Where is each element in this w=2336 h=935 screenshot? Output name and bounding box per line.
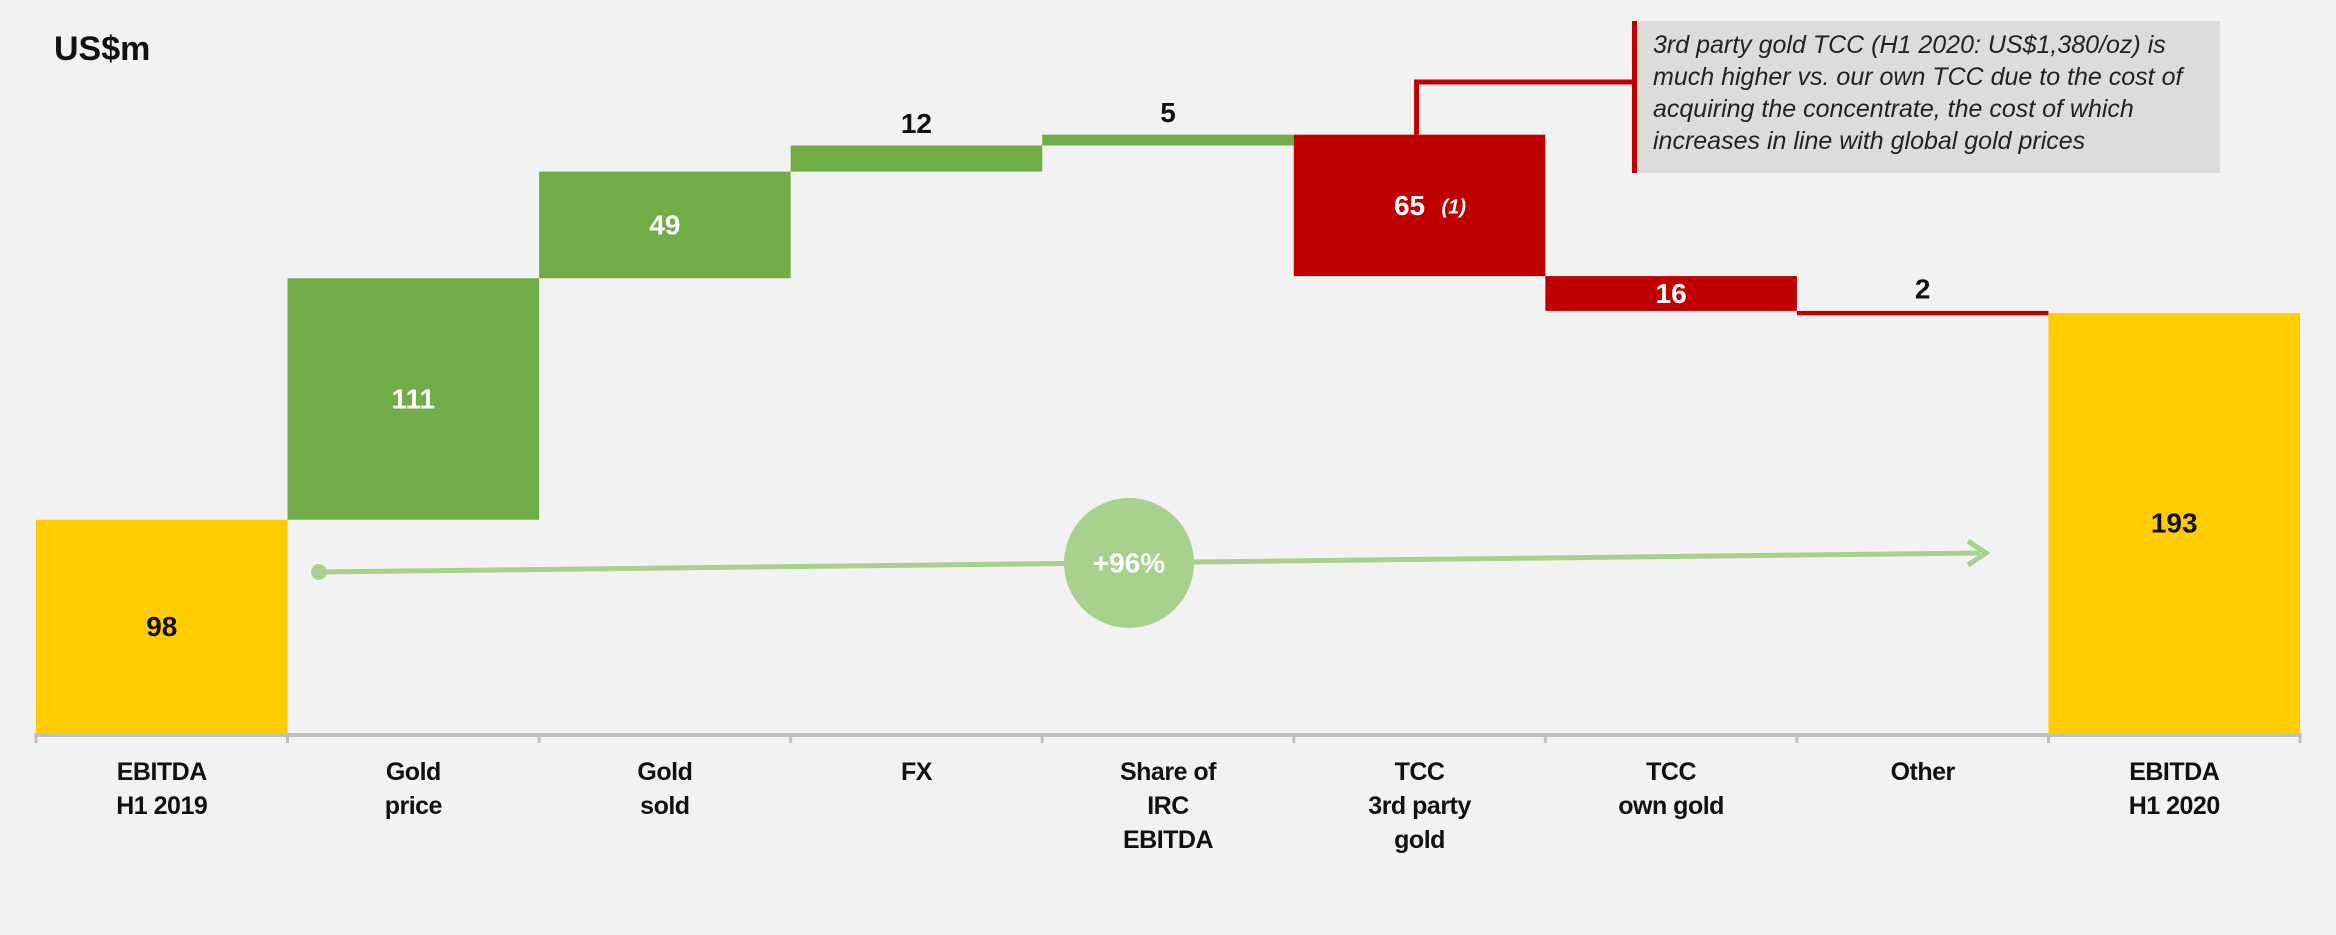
arrow-start — [311, 564, 327, 580]
footnote-mark: (1) — [1442, 197, 1467, 219]
x-tick-label: FX — [900, 758, 932, 786]
x-tick-label: Gold sold — [637, 758, 693, 820]
bar — [1042, 134, 1294, 146]
x-tick-label: EBITDA H1 2019 — [116, 758, 208, 820]
x-tick-label: TCC 3rd party gold — [1368, 758, 1471, 854]
bar — [790, 145, 1043, 172]
callout-connector — [1414, 79, 1632, 135]
value-label: 5 — [1160, 97, 1176, 128]
bar — [1796, 310, 2049, 316]
bar — [287, 278, 540, 520]
bar — [1545, 276, 1797, 311]
value-label: 16 — [1656, 278, 1687, 309]
bar — [2048, 313, 2300, 733]
x-tick-label: EBITDA H1 2020 — [2128, 758, 2221, 820]
x-tick-label: Gold price — [384, 758, 443, 820]
value-label: 12 — [901, 108, 932, 139]
value-label: 2 — [1915, 273, 1931, 304]
arrow-head — [1966, 538, 1991, 568]
callout: 3rd party gold TCC (H1 2020: US$1,380/oz… — [1632, 21, 2220, 173]
x-tick-label: TCC own gold — [1618, 758, 1724, 820]
x-tick-label: Other — [1890, 758, 1956, 786]
value-label: 65 — [1394, 190, 1425, 221]
x-tick-label: Share of IRC EBITDA — [1119, 758, 1217, 854]
growth-circle — [1064, 498, 1194, 628]
value-label: 193 — [2151, 507, 2198, 538]
value-label: 111 — [392, 383, 436, 414]
bar — [539, 171, 791, 279]
growth-label: +96% — [1093, 547, 1165, 578]
value-label: 98 — [146, 611, 177, 642]
bar — [36, 519, 288, 733]
bar — [1293, 134, 1546, 277]
value-label: 49 — [649, 209, 680, 240]
chart-title: US$m — [54, 30, 151, 68]
